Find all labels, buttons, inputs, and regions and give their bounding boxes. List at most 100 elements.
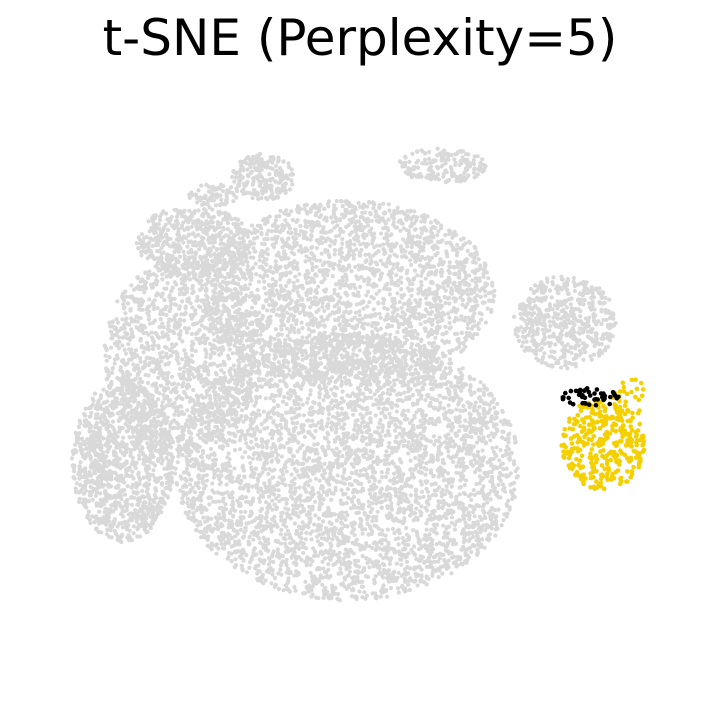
scatter-point bbox=[403, 417, 408, 422]
scatter-point bbox=[376, 300, 381, 305]
scatter-point bbox=[251, 548, 256, 553]
scatter-point bbox=[253, 261, 258, 266]
scatter-point bbox=[434, 268, 439, 273]
scatter-point bbox=[473, 276, 478, 281]
scatter-point bbox=[284, 557, 289, 562]
scatter-point bbox=[285, 310, 290, 315]
scatter-point bbox=[342, 301, 347, 306]
scatter-point bbox=[243, 283, 248, 288]
scatter-point bbox=[308, 392, 313, 397]
scatter-point bbox=[460, 317, 465, 322]
scatter-point bbox=[506, 498, 511, 503]
scatter-point bbox=[293, 227, 298, 232]
scatter-point bbox=[323, 247, 328, 253]
scatter-point bbox=[455, 264, 460, 269]
scatter-point bbox=[261, 260, 266, 265]
scatter-point bbox=[303, 224, 308, 229]
scatter-point bbox=[219, 541, 224, 547]
scatter-point bbox=[394, 241, 399, 246]
scatter-point bbox=[433, 272, 438, 277]
scatter-point bbox=[188, 482, 193, 487]
scatter-point bbox=[474, 252, 479, 257]
scatter-point bbox=[243, 436, 248, 441]
scatter-point bbox=[234, 274, 239, 279]
scatter-point bbox=[425, 261, 430, 266]
scatter-point bbox=[337, 279, 342, 284]
scatter-point bbox=[265, 519, 270, 525]
scatter-point bbox=[392, 296, 397, 302]
scatter-point bbox=[278, 354, 283, 359]
scatter-point bbox=[388, 274, 393, 279]
scatter-point bbox=[337, 263, 342, 268]
scatter-point bbox=[406, 582, 411, 587]
scatter-point bbox=[352, 242, 357, 247]
scatter-point bbox=[227, 274, 232, 280]
scatter-point bbox=[395, 312, 400, 318]
scatter-point bbox=[333, 334, 338, 339]
scatter-point bbox=[301, 413, 307, 418]
scatter-point bbox=[305, 280, 310, 285]
scatter-point bbox=[437, 325, 442, 330]
scatter-point bbox=[273, 279, 278, 284]
scatter-point bbox=[434, 552, 440, 558]
scatter-point bbox=[332, 291, 337, 296]
scatter-point bbox=[257, 412, 262, 417]
scatter-point bbox=[327, 482, 332, 487]
scatter-point bbox=[404, 337, 409, 343]
scatter-point bbox=[323, 239, 328, 244]
scatter-point bbox=[364, 233, 369, 238]
scatter-point bbox=[321, 512, 326, 518]
scatter-point bbox=[494, 427, 499, 432]
scatter-point bbox=[447, 240, 452, 245]
scatter-point bbox=[423, 326, 428, 331]
scatter-point bbox=[270, 236, 275, 241]
scatter-point bbox=[178, 474, 183, 479]
scatter-point bbox=[483, 320, 488, 325]
scatter-point bbox=[431, 522, 436, 527]
scatter-point bbox=[333, 234, 339, 239]
scatter-point bbox=[454, 259, 459, 264]
scatter-point bbox=[477, 288, 482, 293]
scatter-point bbox=[287, 368, 292, 373]
scatter-point bbox=[421, 245, 426, 250]
scatter-point bbox=[305, 418, 310, 423]
scatter-point bbox=[313, 499, 318, 504]
scatter-point bbox=[423, 276, 428, 281]
scatter-point bbox=[378, 338, 384, 343]
scatter-point bbox=[339, 382, 344, 387]
scatter-point bbox=[257, 320, 262, 325]
scatter-point bbox=[439, 494, 444, 499]
scatter-point bbox=[257, 361, 262, 366]
scatter-point bbox=[494, 445, 499, 450]
scatter-point bbox=[282, 210, 287, 216]
scatter-point bbox=[337, 267, 342, 272]
scatter-point bbox=[333, 238, 338, 243]
scatter-point bbox=[419, 283, 424, 288]
scatter-point bbox=[266, 562, 271, 567]
scatter-point bbox=[460, 302, 465, 307]
scatter-point bbox=[309, 234, 314, 239]
scatter-point bbox=[359, 481, 364, 486]
scatter-point bbox=[265, 414, 270, 419]
scatter-point bbox=[334, 310, 339, 315]
scatter-point bbox=[308, 570, 313, 575]
scatter-point bbox=[269, 229, 274, 234]
scatter-point bbox=[256, 295, 261, 300]
scatter-point bbox=[346, 344, 351, 349]
scatter-point bbox=[387, 561, 392, 567]
scatter-point bbox=[441, 542, 446, 547]
scatter-point bbox=[350, 216, 356, 221]
scatter-point bbox=[449, 286, 454, 291]
scatter-point bbox=[398, 425, 403, 430]
scatter-point bbox=[459, 331, 464, 336]
scatter-point bbox=[468, 461, 474, 466]
scatter-point bbox=[418, 418, 423, 424]
scatter-point bbox=[436, 474, 441, 479]
scatter-point bbox=[320, 240, 325, 246]
scatter-point bbox=[413, 254, 418, 259]
scatter-point bbox=[223, 275, 228, 280]
scatter-point bbox=[415, 273, 420, 278]
scatter-point bbox=[362, 225, 367, 230]
scatter-point bbox=[374, 322, 379, 327]
scatter-point bbox=[289, 494, 294, 499]
